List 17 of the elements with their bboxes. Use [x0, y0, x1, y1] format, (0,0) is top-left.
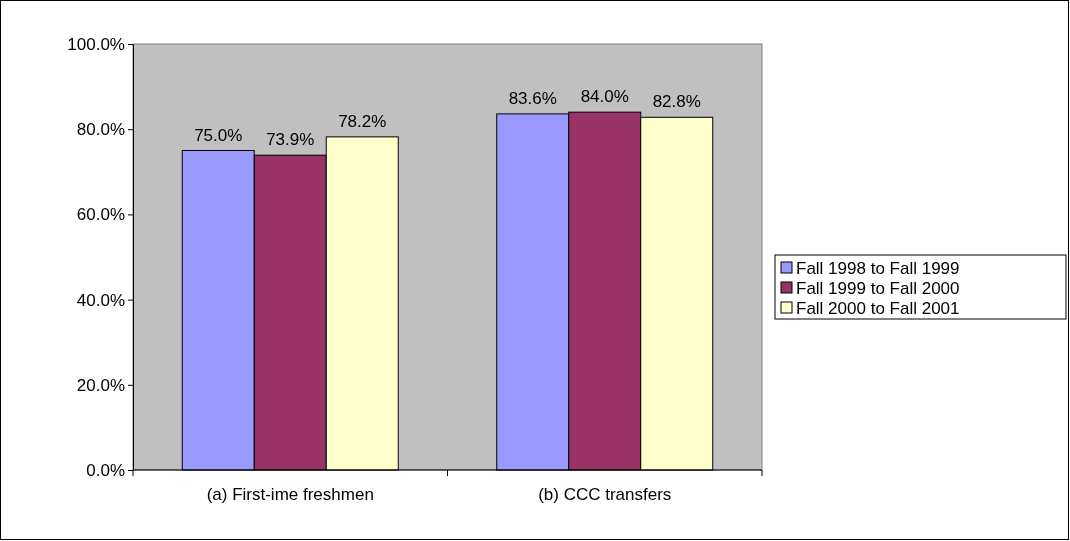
data-label: 75.0% [194, 125, 243, 145]
y-tick-label: 0.0% [86, 460, 125, 480]
data-label: 82.8% [652, 92, 701, 112]
data-label: 84.0% [580, 87, 629, 107]
y-tick-label: 80.0% [76, 120, 125, 140]
data-label: 83.6% [508, 88, 557, 108]
x-tick-label: (b) CCC transfers [538, 485, 672, 504]
legend-label: Fall 1999 to Fall 2000 [796, 279, 960, 298]
y-tick-label: 40.0% [76, 290, 125, 310]
y-tick-label: 60.0% [76, 205, 125, 225]
data-label: 73.9% [266, 130, 315, 150]
legend-label: Fall 1998 to Fall 1999 [796, 259, 960, 278]
x-tick-label: (a) First-ime freshmen [206, 485, 374, 504]
y-tick-label: 20.0% [76, 375, 125, 395]
legend-label: Fall 2000 to Fall 2001 [796, 299, 960, 318]
y-tick-label: 100.0% [67, 34, 125, 54]
data-label: 78.2% [338, 111, 387, 131]
